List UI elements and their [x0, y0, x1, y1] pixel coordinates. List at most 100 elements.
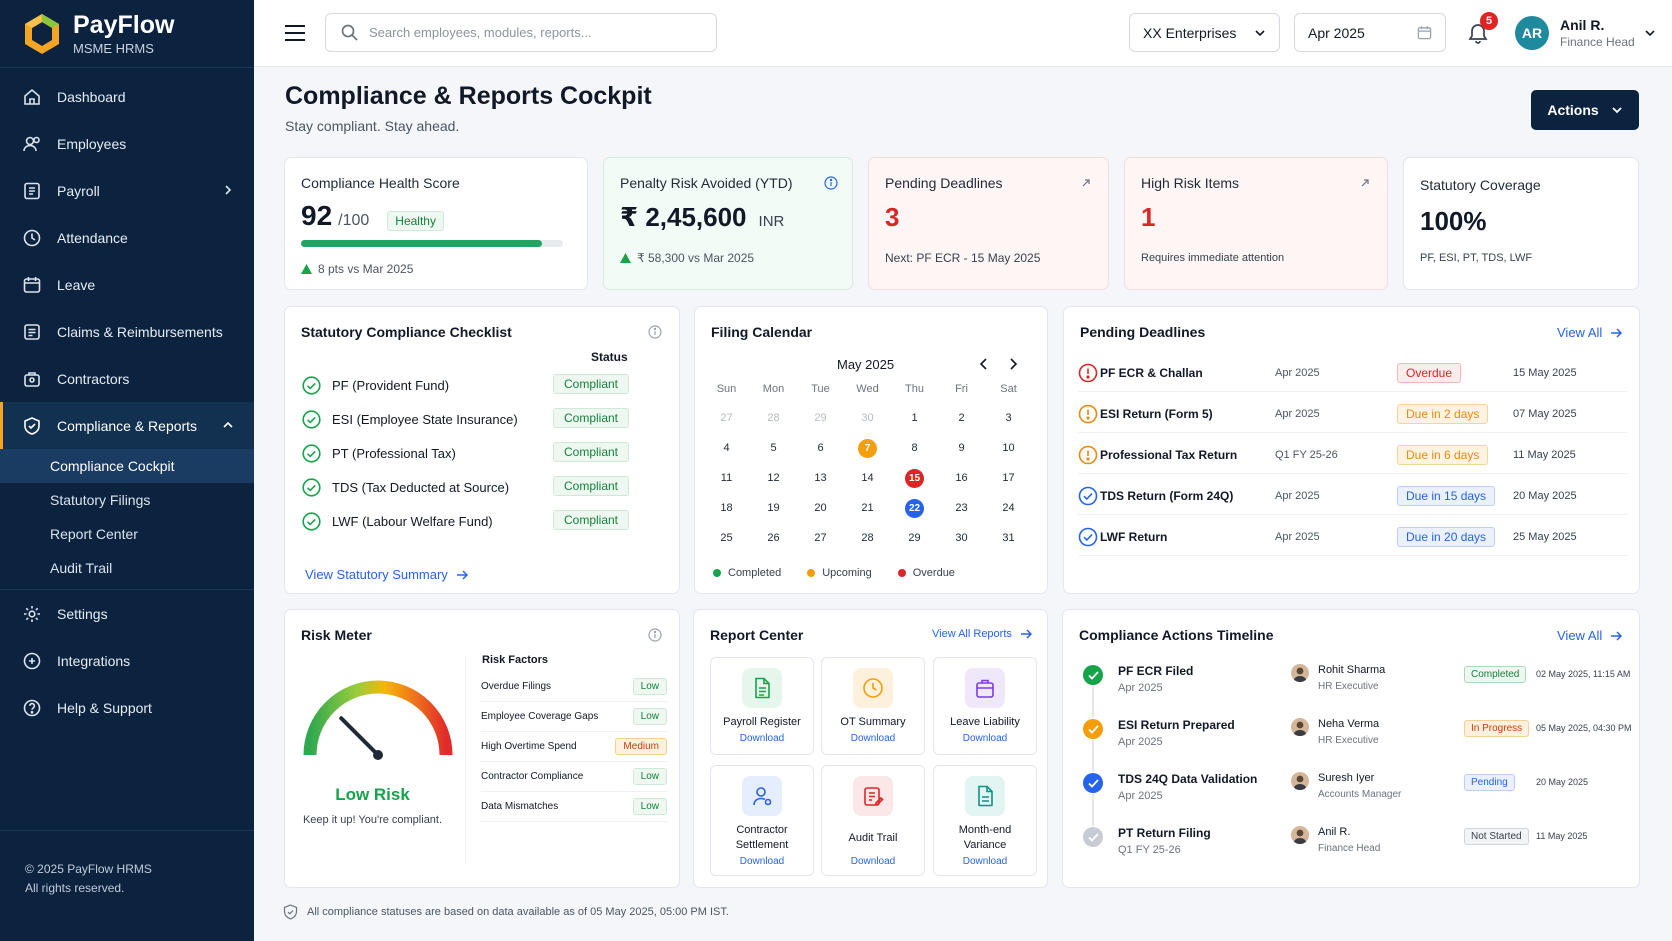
sidebar-item-integrations[interactable]: Integrations	[0, 637, 254, 684]
sidebar-subitem-report-center[interactable]: Report Center	[50, 526, 138, 542]
deadline-row[interactable]: ESI Return (Form 5) Apr 2025 Due in 2 days…	[1078, 396, 1627, 433]
calendar-day[interactable]: 11	[703, 468, 750, 488]
calendar-day[interactable]: 26	[750, 528, 797, 548]
sidebar-item-settings[interactable]: Settings	[0, 590, 254, 637]
checklist-row[interactable]: PT (Professional Tax) Compliant	[302, 441, 664, 465]
actions-button[interactable]: Actions	[1531, 90, 1639, 130]
download-link[interactable]: Download	[850, 733, 896, 744]
info-icon[interactable]	[648, 325, 662, 339]
download-link[interactable]: Download	[850, 856, 896, 867]
company-select[interactable]: XX Enterprises	[1129, 13, 1280, 52]
chevron-right-icon[interactable]	[1008, 358, 1018, 370]
timeline-action-name[interactable]: PT Return Filing	[1118, 826, 1211, 840]
expand-icon[interactable]	[1360, 178, 1370, 188]
calendar-day[interactable]: 7	[844, 438, 891, 458]
sidebar-subitem-compliance-cockpit[interactable]: Compliance Cockpit	[0, 449, 254, 483]
calendar-day[interactable]: 8	[891, 438, 938, 458]
calendar-day[interactable]: 21	[844, 498, 891, 518]
report-tile[interactable]: Audit Trail Download	[821, 765, 925, 876]
calendar-day[interactable]: 29	[891, 528, 938, 548]
calendar-day[interactable]: 27	[703, 408, 750, 428]
report-tile[interactable]: Leave Liability Download	[933, 657, 1037, 755]
sidebar-item-claims[interactable]: Claims & Reimbursements	[0, 308, 254, 355]
calendar-day[interactable]: 30	[844, 408, 891, 428]
sidebar-subitem-statutory-filings[interactable]: Statutory Filings	[50, 492, 151, 508]
calendar-day[interactable]: 23	[938, 498, 985, 518]
calendar-day[interactable]: 17	[985, 468, 1032, 488]
download-link[interactable]: Download	[739, 856, 785, 867]
deadline-row[interactable]: Professional Tax Return Q1 FY 25-26 Due in…	[1078, 437, 1627, 474]
calendar-day[interactable]: 4	[703, 438, 750, 458]
user-name[interactable]: Anil R.	[1560, 17, 1605, 33]
hamburger-menu-icon[interactable]	[284, 24, 306, 42]
checklist-row[interactable]: ESI (Employee State Insurance) Compliant	[302, 407, 664, 431]
calendar-day[interactable]: 14	[844, 468, 891, 488]
calendar-day[interactable]: 19	[750, 498, 797, 518]
expand-icon[interactable]	[1081, 178, 1091, 188]
statutory-coverage-card[interactable]: Statutory Coverage 100% PF, ESI, PT, TDS…	[1403, 157, 1639, 290]
period-select[interactable]: Apr 2025	[1294, 13, 1446, 52]
sidebar-item-leave[interactable]: Leave	[0, 261, 254, 308]
sidebar-item-compliance-reports[interactable]: Compliance & Reports	[0, 402, 254, 449]
penalty-risk-card[interactable]: Penalty Risk Avoided (YTD) ₹ 2,45,600 IN…	[603, 157, 853, 290]
brand[interactable]: PayFlow MSME HRMS	[22, 12, 174, 56]
report-tile[interactable]: Payroll Register Download	[710, 657, 814, 755]
calendar-day[interactable]: 30	[938, 528, 985, 548]
calendar-day[interactable]: 1	[891, 408, 938, 428]
deadline-row[interactable]: PF ECR & Challan Apr 2025 Overdue 15 May 20…	[1078, 355, 1627, 392]
sidebar-item-payroll[interactable]: Payroll	[0, 167, 254, 214]
calendar-day[interactable]: 5	[750, 438, 797, 458]
report-tile[interactable]: Month-end Variance Download	[933, 765, 1037, 876]
timeline-action-name[interactable]: PF ECR Filed	[1118, 664, 1194, 678]
calendar-day[interactable]: 31	[985, 528, 1032, 548]
sidebar-item-dashboard[interactable]: Dashboard	[0, 73, 254, 120]
calendar-day[interactable]: 25	[703, 528, 750, 548]
calendar-day[interactable]: 22	[891, 498, 938, 518]
sidebar-subitem-audit-trail[interactable]: Audit Trail	[50, 560, 113, 576]
chevron-down-icon[interactable]	[1644, 27, 1656, 39]
checklist-row[interactable]: TDS (Tax Deducted at Source) Compliant	[302, 475, 664, 499]
view-all-timeline-link[interactable]: View All	[1557, 628, 1623, 643]
download-link[interactable]: Download	[962, 733, 1008, 744]
chevron-left-icon[interactable]	[979, 358, 989, 370]
sidebar-item-attendance[interactable]: Attendance	[0, 214, 254, 261]
calendar-day[interactable]: 18	[703, 498, 750, 518]
calendar-day[interactable]: 15	[891, 468, 938, 488]
calendar-day[interactable]: 27	[797, 528, 844, 548]
view-statutory-summary-link[interactable]: View Statutory Summary	[305, 567, 468, 582]
calendar-day[interactable]: 24	[985, 498, 1032, 518]
sidebar-item-employees[interactable]: Employees	[0, 120, 254, 167]
user-avatar[interactable]: AR	[1515, 16, 1549, 50]
calendar-day[interactable]: 12	[750, 468, 797, 488]
pending-deadlines-card[interactable]: Pending Deadlines 3 Next: PF ECR - 15 Ma…	[868, 157, 1109, 290]
compliance-health-card[interactable]: Compliance Health Score 92 /100 Healthy …	[284, 157, 588, 290]
calendar-day[interactable]: 6	[797, 438, 844, 458]
calendar-day[interactable]: 20	[797, 498, 844, 518]
timeline-action-name[interactable]: TDS 24Q Data Validation	[1118, 772, 1258, 786]
report-tile[interactable]: OT Summary Download	[821, 657, 925, 755]
timeline-action-name[interactable]: ESI Return Prepared	[1118, 718, 1235, 732]
calendar-day[interactable]: 29	[797, 408, 844, 428]
download-link[interactable]: Download	[739, 733, 785, 744]
calendar-day[interactable]: 9	[938, 438, 985, 458]
search-input[interactable]: Search employees, modules, reports...	[325, 13, 717, 52]
deadline-row[interactable]: LWF Return Apr 2025 Due in 20 days 25 May 2…	[1078, 519, 1627, 556]
sidebar-item-contractors[interactable]: Contractors	[0, 355, 254, 402]
calendar-day[interactable]: 10	[985, 438, 1032, 458]
view-all-reports-link[interactable]: View All Reports	[932, 628, 1032, 640]
calendar-day[interactable]: 2	[938, 408, 985, 428]
sidebar-item-help[interactable]: Help & Support	[0, 684, 254, 731]
calendar-day[interactable]: 28	[750, 408, 797, 428]
high-risk-card[interactable]: High Risk Items 1 Requires immediate att…	[1124, 157, 1388, 290]
checklist-row[interactable]: PF (Provident Fund) Compliant	[302, 373, 664, 397]
info-icon[interactable]	[824, 176, 838, 190]
calendar-day[interactable]: 3	[985, 408, 1032, 428]
info-icon[interactable]	[648, 628, 662, 642]
report-tile[interactable]: Contractor Settlement Download	[710, 765, 814, 876]
calendar-day[interactable]: 28	[844, 528, 891, 548]
calendar-day[interactable]: 13	[797, 468, 844, 488]
download-link[interactable]: Download	[962, 856, 1008, 867]
deadline-row[interactable]: TDS Return (Form 24Q) Apr 2025 Due in 15 d…	[1078, 478, 1627, 515]
checklist-row[interactable]: LWF (Labour Welfare Fund) Compliant	[302, 509, 664, 533]
calendar-day[interactable]: 16	[938, 468, 985, 488]
